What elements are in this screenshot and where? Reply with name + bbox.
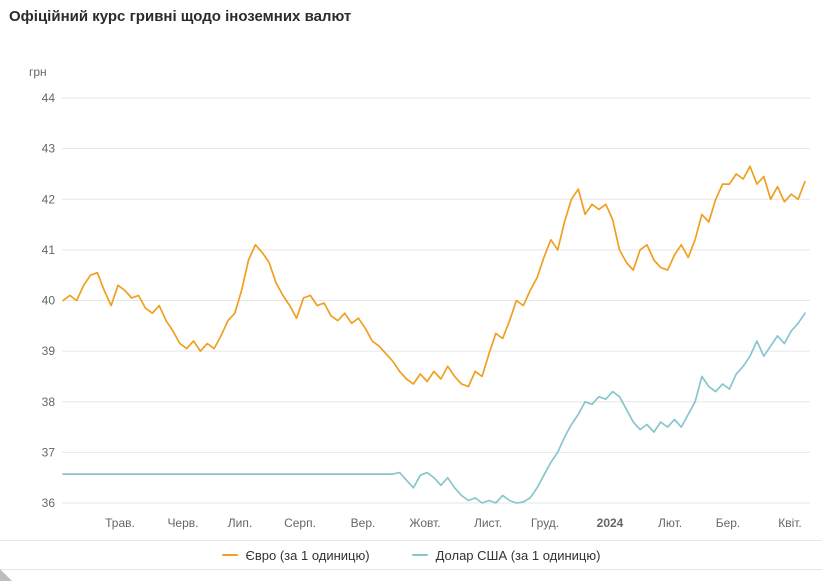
x-tick-label: Трав. — [105, 516, 135, 530]
x-tick-label: 2024 — [597, 516, 624, 530]
x-tick-label: Квіт. — [778, 516, 802, 530]
y-tick-label: 39 — [42, 344, 56, 358]
page-title: Офіційний курс гривні щодо іноземних вал… — [9, 8, 352, 25]
legend-item-euro[interactable]: Євро (за 1 одиницю) — [221, 547, 370, 563]
legend-label-euro: Євро (за 1 одиницю) — [245, 547, 370, 563]
series-line-euro[interactable] — [62, 165, 806, 388]
x-tick-label: Лист. — [474, 516, 502, 530]
x-tick-label: Груд. — [531, 516, 559, 530]
y-tick-label: 44 — [42, 91, 56, 105]
series-line-usd[interactable] — [62, 312, 806, 504]
x-tick-label: Бер. — [716, 516, 741, 530]
euro-line-swatch — [221, 554, 238, 556]
legend-label-usd: Долар США (за 1 одиницю) — [435, 547, 601, 563]
y-tick-label: 42 — [42, 192, 56, 206]
legend-item-usd[interactable]: Долар США (за 1 одиницю) — [411, 547, 601, 563]
y-tick-label: 36 — [42, 496, 56, 510]
y-tick-label: 37 — [42, 445, 56, 459]
y-tick-label: 38 — [42, 395, 56, 409]
x-tick-label: Лип. — [228, 516, 252, 530]
x-tick-label: Черв. — [167, 516, 198, 530]
x-tick-label: Вер. — [351, 516, 376, 530]
y-tick-label: 43 — [42, 142, 56, 156]
chart-legend: Євро (за 1 одиницю) Долар США (за 1 один… — [0, 540, 822, 570]
usd-line-swatch — [411, 554, 428, 556]
y-axis-unit-label: грн — [29, 65, 47, 79]
y-tick-label: 41 — [42, 243, 56, 257]
x-tick-label: Серп. — [284, 516, 316, 530]
x-tick-label: Жовт. — [409, 516, 440, 530]
y-tick-label: 40 — [42, 294, 56, 308]
x-tick-label: Лют. — [658, 516, 682, 530]
chart-plot-area[interactable]: 36 37 38 39 40 41 42 43 44 Трав. Черв. Лип. Серп. Вер… — [0, 85, 822, 533]
page-corner-decoration — [0, 569, 12, 581]
